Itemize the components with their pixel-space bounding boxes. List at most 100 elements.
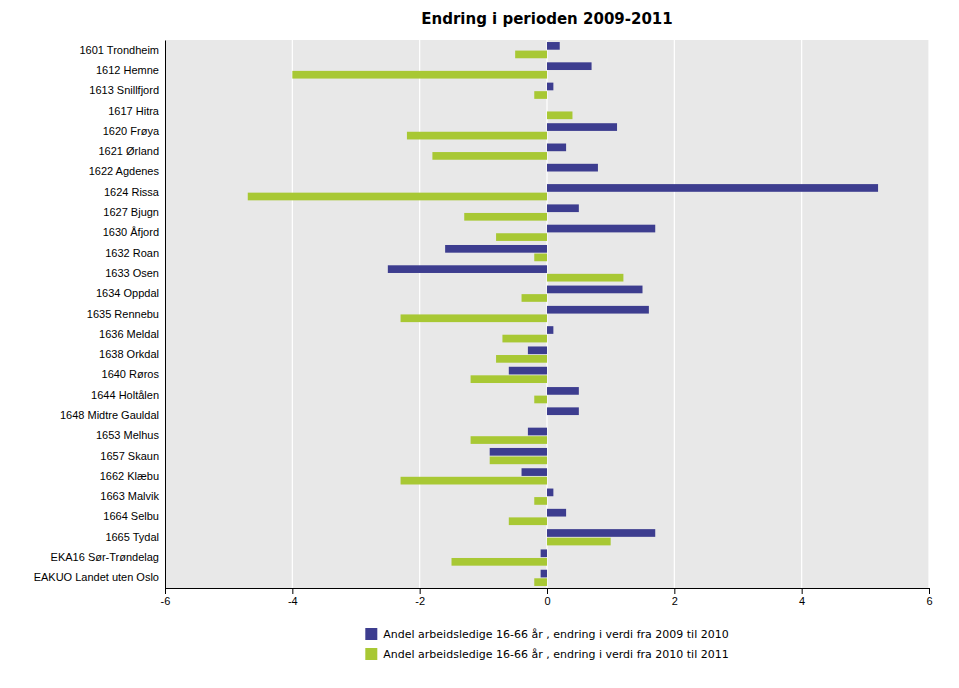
y-tick: 1638 Orkdal	[99, 348, 165, 360]
y-tick: 1601 Trondheim	[80, 44, 166, 56]
bar	[509, 367, 547, 375]
bar	[547, 387, 579, 395]
legend-label: Andel arbeidsledige 16-66 år , endring i…	[383, 648, 728, 661]
bar	[464, 213, 547, 221]
y-tick: 1632 Roan	[105, 247, 165, 259]
tick-mark	[929, 588, 930, 594]
category-label: 1657 Skaun	[100, 450, 159, 462]
y-tick: EAKUO Landet uten Oslo	[34, 571, 165, 583]
y-tick: EKA16 Sør-Trøndelag	[51, 551, 165, 563]
bar	[452, 558, 548, 566]
bar	[509, 517, 547, 525]
category-label: 1624 Rissa	[104, 186, 160, 198]
bar	[547, 184, 878, 192]
y-tick: 1644 Holtålen	[91, 389, 165, 401]
y-tick: 1664 Selbu	[103, 510, 165, 522]
y-tick: 1636 Meldal	[99, 328, 165, 340]
y-axis: 1601 Trondheim1612 Hemne1613 Snillfjord1…	[34, 41, 166, 589]
category-label: 1635 Rennebu	[87, 308, 159, 320]
y-tick: 1622 Agdenes	[89, 165, 165, 177]
bar	[547, 123, 617, 131]
tick-mark	[547, 588, 548, 594]
plot: -6 -4 -2 0 2 4 6 1601 Trondheim1612 Hemne1613 S…	[34, 40, 933, 607]
bar	[407, 132, 547, 140]
category-label: 1627 Bjugn	[103, 206, 159, 218]
y-tick: 1663 Malvik	[100, 490, 165, 502]
tick-mark	[165, 588, 166, 594]
y-tick: 1635 Rennebu	[87, 308, 165, 320]
bar	[528, 346, 547, 354]
category-label: 1665 Tydal	[105, 531, 159, 543]
grid-line	[546, 40, 547, 588]
x-tick: -2	[415, 588, 425, 607]
bar	[534, 497, 547, 505]
category-label: 1634 Oppdal	[96, 287, 159, 299]
bar	[547, 164, 598, 172]
bar	[496, 233, 547, 241]
y-tick: 1634 Oppdal	[96, 287, 165, 299]
bar	[515, 51, 547, 59]
grid-line	[674, 40, 675, 588]
tick-mark	[802, 588, 803, 594]
bar	[401, 477, 547, 485]
legend: Andel arbeidsledige 16-66 år , endring i…	[365, 628, 728, 661]
bar	[471, 436, 547, 444]
bar	[248, 193, 547, 201]
y-tick: 1653 Melhus	[96, 429, 165, 441]
tick-label: -6	[161, 595, 171, 607]
grid-line	[419, 40, 420, 588]
bar	[432, 152, 547, 160]
tick-label: 2	[672, 595, 678, 607]
chart-svg: Endring i perioden 2009-2011-6-4-2024616…	[0, 0, 959, 688]
bar	[547, 172, 548, 180]
axis-domain	[165, 41, 166, 589]
y-tick: 1648 Midtre Gauldal	[60, 409, 165, 421]
category-label: 1613 Snillfjord	[89, 84, 159, 96]
y-tick: 1630 Åfjord	[103, 226, 165, 238]
category-label: 1663 Malvik	[100, 490, 159, 502]
axis-domain	[166, 589, 930, 595]
category-label: EKA16 Sør-Trøndelag	[51, 551, 159, 563]
legend-label: Andel arbeidsledige 16-66 år , endring i…	[383, 628, 728, 641]
category-label: 1620 Frøya	[103, 125, 160, 137]
category-label: 1648 Midtre Gauldal	[60, 409, 159, 421]
bar	[547, 42, 560, 50]
category-label: 1617 Hitra	[108, 105, 160, 117]
bar	[502, 335, 547, 343]
bar	[490, 457, 547, 465]
bar	[534, 578, 547, 586]
x-tick: 6	[926, 588, 932, 607]
tick-label: 4	[799, 595, 805, 607]
y-tick: 1665 Tydal	[105, 531, 165, 543]
x-tick: -6	[161, 588, 171, 607]
bar	[547, 306, 649, 314]
y-tick: 1617 Hitra	[108, 105, 165, 117]
bar	[547, 62, 592, 70]
bar	[547, 111, 572, 119]
tick-mark	[420, 588, 421, 594]
category-label: 1662 Klæbu	[100, 470, 159, 482]
series	[388, 42, 878, 577]
bar	[471, 375, 547, 383]
category-label: 1621 Ørland	[98, 145, 159, 157]
bar	[541, 570, 547, 578]
x-tick: 2	[672, 588, 678, 607]
x-tick: 0	[544, 588, 550, 607]
bar	[534, 396, 547, 404]
y-tick: 1640 Røros	[102, 368, 165, 380]
series	[248, 51, 624, 586]
category-label: 1630 Åfjord	[103, 226, 159, 238]
y-tick: 1657 Skaun	[100, 450, 165, 462]
grid	[165, 40, 929, 588]
category-label: 1653 Melhus	[96, 429, 159, 441]
y-tick: 1627 Bjugn	[103, 206, 165, 218]
tick-label: -4	[288, 595, 298, 607]
tick-label: 6	[926, 595, 932, 607]
category-label: 1632 Roan	[105, 247, 159, 259]
category-label: 1640 Røros	[102, 368, 160, 380]
bar	[292, 71, 547, 79]
category-label: 1622 Agdenes	[89, 165, 160, 177]
y-tick: 1624 Rissa	[104, 186, 165, 198]
bar	[547, 416, 548, 424]
tick-mark	[292, 588, 293, 594]
